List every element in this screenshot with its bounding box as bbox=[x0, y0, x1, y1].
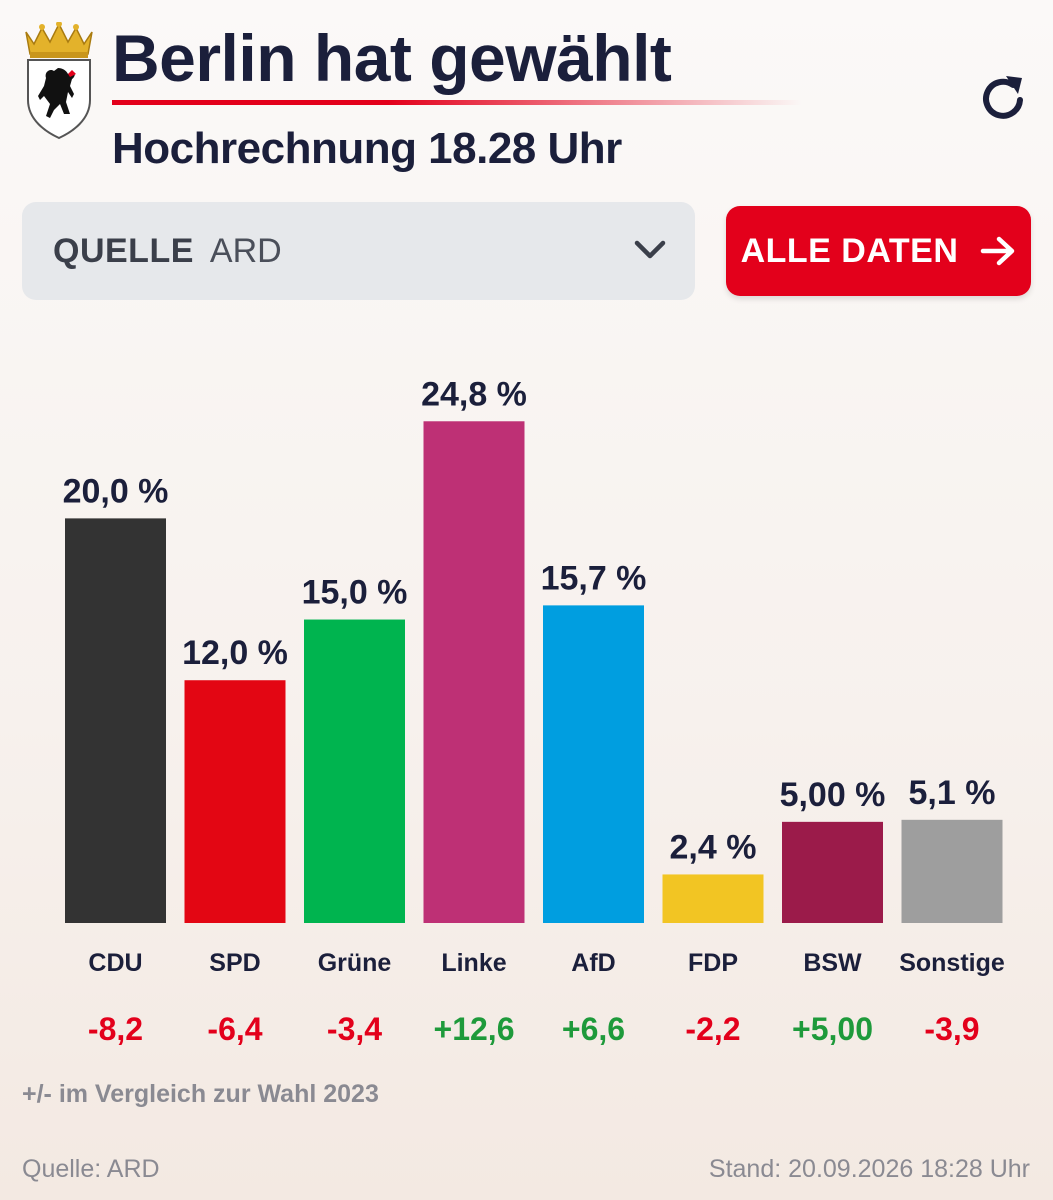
refresh-icon[interactable] bbox=[976, 70, 1032, 126]
change-label-sonstige: -3,9 bbox=[924, 1011, 979, 1047]
comparison-footnote: +/- im Vergleich zur Wahl 2023 bbox=[22, 1080, 379, 1108]
bar-bsw bbox=[782, 821, 883, 923]
all-data-button-label: ALLE DATEN bbox=[740, 231, 959, 270]
change-label-cdu: -8,2 bbox=[88, 1011, 143, 1047]
category-label-spd: SPD bbox=[209, 949, 260, 977]
bar-grüne bbox=[304, 619, 405, 923]
bar-spd bbox=[184, 680, 286, 923]
change-label-grüne: -3,4 bbox=[327, 1011, 382, 1047]
category-label-fdp: FDP bbox=[688, 949, 738, 977]
change-label-fdp: -2,2 bbox=[685, 1011, 740, 1047]
berlin-bear-crest-icon bbox=[25, 22, 93, 140]
page-title: Berlin hat gewählt bbox=[112, 21, 672, 95]
value-label-spd: 12,0 % bbox=[182, 634, 288, 672]
bar-linke bbox=[423, 421, 525, 923]
change-label-linke: +12,6 bbox=[434, 1011, 515, 1047]
change-label-spd: -6,4 bbox=[207, 1011, 262, 1047]
all-data-button[interactable]: ALLE DATEN bbox=[726, 206, 1031, 296]
category-label-bsw: BSW bbox=[803, 949, 862, 977]
bar-sonstige bbox=[901, 819, 1003, 923]
category-label-sonstige: Sonstige bbox=[899, 949, 1005, 977]
value-label-linke: 24,8 % bbox=[421, 375, 527, 413]
value-label-sonstige: 5,1 % bbox=[909, 774, 996, 812]
change-label-afd: +6,6 bbox=[562, 1011, 625, 1047]
value-label-grüne: 15,0 % bbox=[302, 574, 408, 612]
footer-timestamp: Stand: 20.09.2026 18:28 Uhr bbox=[708, 1155, 1030, 1183]
source-dropdown[interactable]: QUELLE ARD bbox=[22, 202, 695, 300]
title-underline bbox=[112, 100, 802, 105]
value-label-afd: 15,7 % bbox=[541, 559, 647, 597]
change-label-bsw: +5,00 bbox=[792, 1011, 873, 1047]
footer-source: Quelle: ARD bbox=[22, 1155, 160, 1183]
source-dropdown-value: ARD bbox=[209, 231, 282, 270]
results-bar-chart: 20,0 % CDU -8,2 12,0 % SPD -6,4 15,0 % Grüne -3,… bbox=[63, 375, 1005, 1047]
bar-afd bbox=[543, 605, 644, 923]
page-subtitle: Hochrechnung 18.28 Uhr bbox=[112, 124, 622, 173]
value-label-fdp: 2,4 % bbox=[670, 828, 757, 866]
chevron-down-icon bbox=[634, 240, 666, 259]
value-label-bsw: 5,00 % bbox=[780, 776, 886, 814]
arrow-right-icon bbox=[981, 236, 1015, 266]
bar-fdp bbox=[662, 874, 764, 923]
category-label-grüne: Grüne bbox=[318, 949, 392, 977]
category-label-afd: AfD bbox=[571, 949, 615, 977]
category-label-cdu: CDU bbox=[88, 949, 142, 977]
category-label-linke: Linke bbox=[441, 949, 506, 977]
source-dropdown-label: QUELLE bbox=[53, 231, 194, 270]
value-label-cdu: 20,0 % bbox=[63, 472, 169, 510]
bar-cdu bbox=[65, 518, 166, 923]
